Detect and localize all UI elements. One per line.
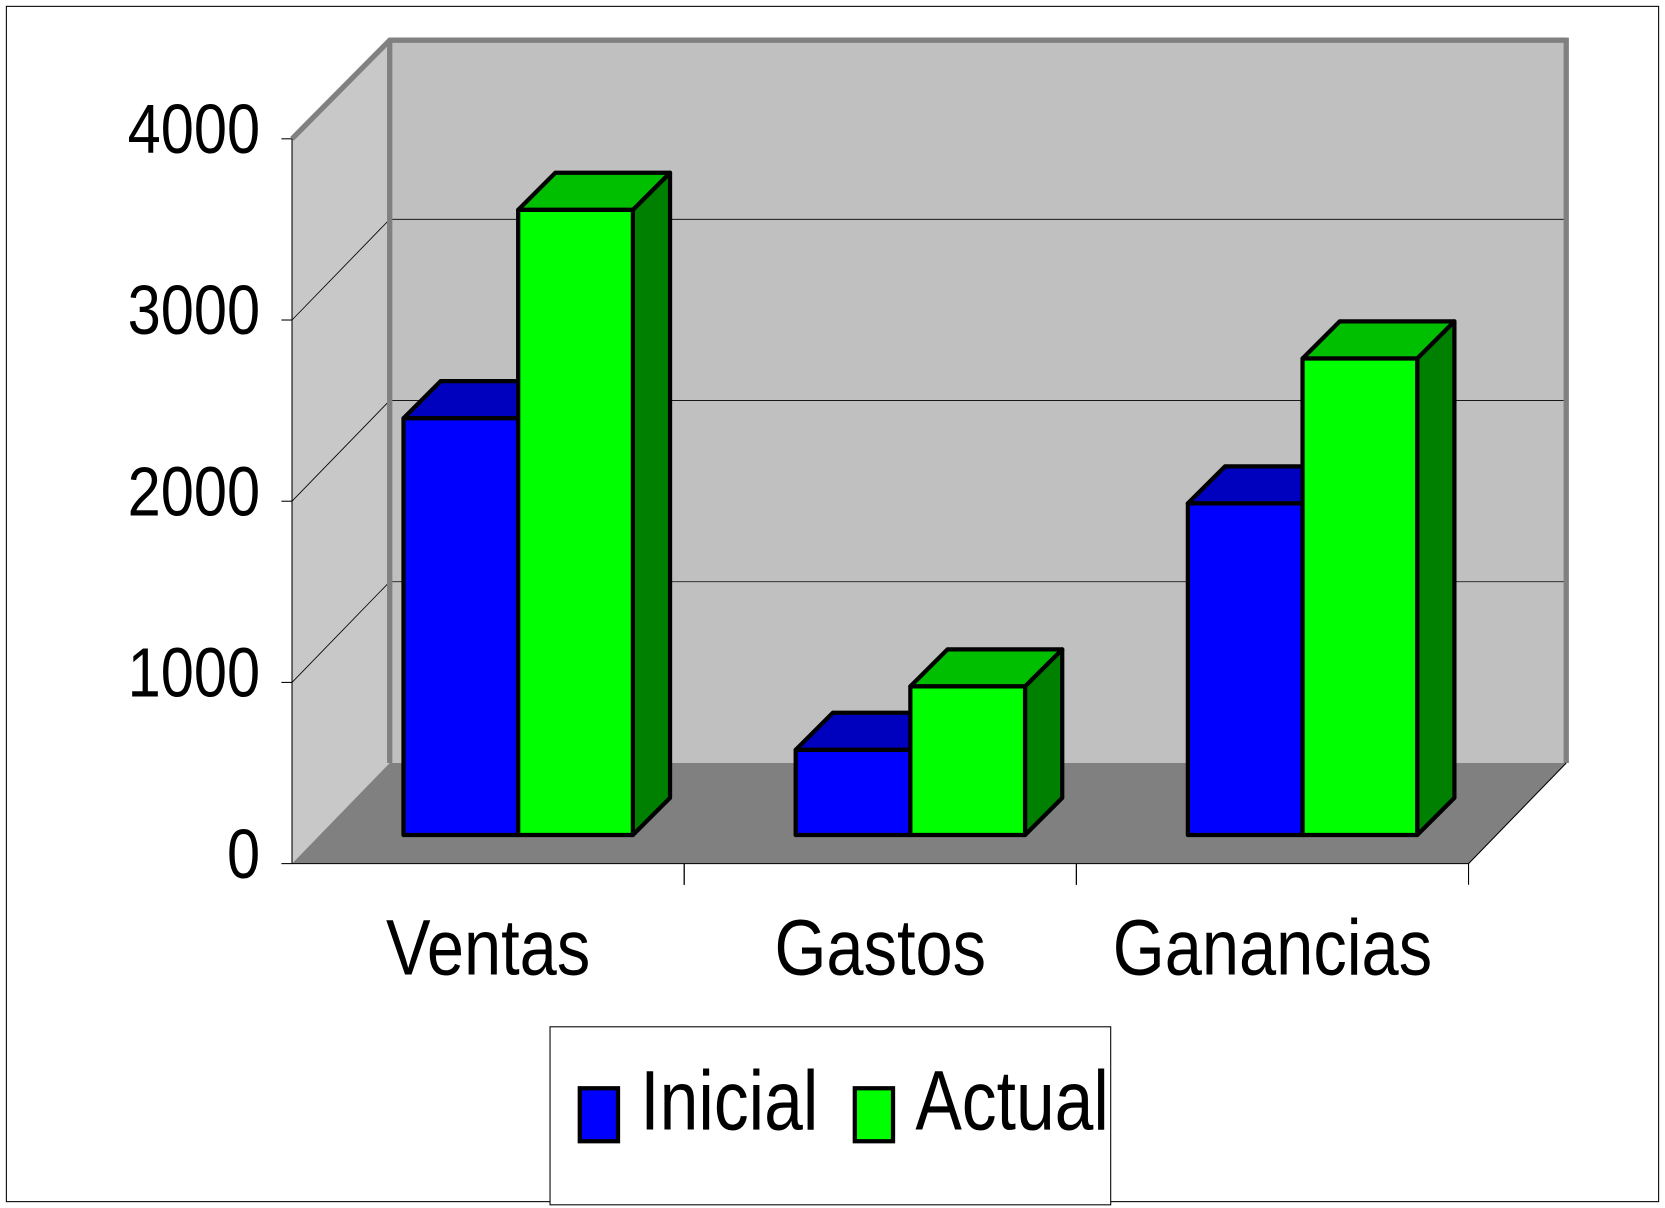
bar [1300, 356, 1420, 838]
bar-side [1415, 319, 1457, 838]
x-tick-label: Ganancias [1113, 904, 1432, 991]
bar [1185, 501, 1305, 838]
y-tick-label: 2000 [128, 452, 261, 531]
legend [549, 1026, 1112, 1206]
legend-swatch [577, 1086, 621, 1144]
y-tick-label: 1000 [128, 633, 261, 712]
wall-edge [290, 37, 1569, 763]
legend-label: Inicial [640, 1054, 818, 1148]
bar-side [630, 170, 673, 838]
y-tick-label: 4000 [128, 90, 261, 169]
x-tick-label: Ventas [386, 904, 590, 991]
grid-line [291, 400, 391, 502]
side-wall [292, 40, 390, 864]
floor-edge [1468, 762, 1567, 864]
x-tick-label: Gastos [774, 904, 986, 991]
legend-label: Actual [915, 1054, 1109, 1148]
y-tick-label: 0 [227, 814, 260, 893]
grid-line [291, 581, 391, 683]
bar [793, 747, 913, 838]
bar [401, 416, 521, 838]
y-tick-label: 3000 [128, 271, 261, 350]
bar [908, 684, 1028, 838]
bar [516, 207, 635, 838]
grid-line [291, 219, 391, 321]
legend-swatch [852, 1086, 896, 1144]
